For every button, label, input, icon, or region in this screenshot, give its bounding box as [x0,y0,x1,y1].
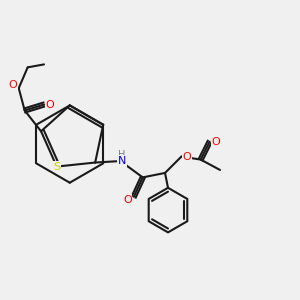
Text: O: O [123,195,132,205]
Text: O: O [46,100,54,110]
Text: O: O [212,137,220,147]
Text: O: O [182,152,191,162]
Text: H: H [118,149,126,160]
Text: O: O [8,80,17,90]
Text: S: S [53,162,60,172]
Text: N: N [118,156,126,166]
